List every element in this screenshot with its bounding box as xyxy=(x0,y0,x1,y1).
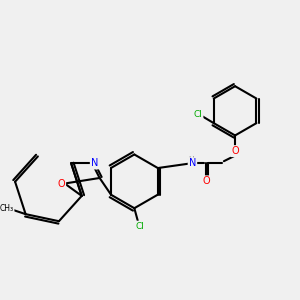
Text: Cl: Cl xyxy=(136,222,144,231)
Text: N: N xyxy=(189,158,196,168)
Text: O: O xyxy=(202,176,210,186)
Text: N: N xyxy=(91,158,98,169)
Text: CH₃: CH₃ xyxy=(0,204,14,213)
Text: Cl: Cl xyxy=(194,110,202,119)
Text: O: O xyxy=(231,146,239,156)
Text: O: O xyxy=(58,178,65,188)
Text: H: H xyxy=(188,156,194,165)
